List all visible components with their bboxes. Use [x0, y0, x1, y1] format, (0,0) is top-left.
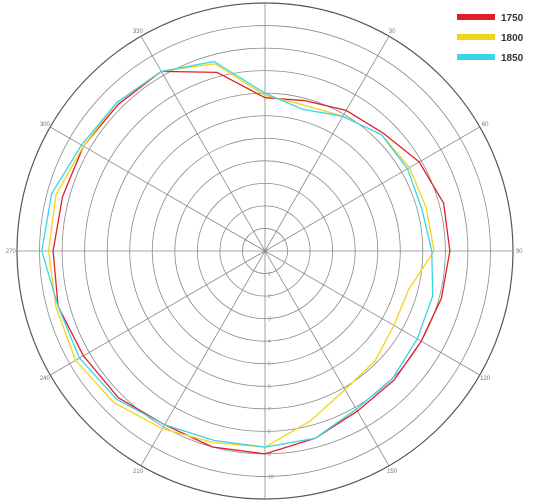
- angle-label-30: 30: [389, 29, 396, 35]
- radial-tick-labels: 1 2 3 4 5 6 7 8 9 10: [268, 272, 274, 481]
- radial-label-2: 2: [268, 294, 271, 300]
- angular-spokes: [17, 3, 513, 499]
- angle-label-300: 300: [40, 122, 51, 128]
- angle-label-90: 90: [516, 249, 523, 255]
- series-line-1750: [52, 70, 451, 455]
- radial-label-6: 6: [268, 384, 271, 390]
- spoke-330: [140, 36, 266, 252]
- series-line-1800: [47, 63, 435, 448]
- series-lines: [41, 60, 451, 455]
- spoke-60: [264, 126, 480, 252]
- angle-label-150: 150: [387, 469, 398, 475]
- angle-label-0: 0: [263, 0, 267, 1]
- legend-swatch-1800: [457, 34, 495, 40]
- spoke-150: [264, 250, 390, 466]
- angle-label-60: 60: [482, 122, 489, 128]
- angle-label-270: 270: [6, 249, 17, 255]
- radial-label-3: 3: [268, 317, 271, 323]
- legend-label-1850: 1850: [501, 53, 524, 64]
- spoke-120: [264, 250, 480, 376]
- series-line-1850: [41, 60, 434, 448]
- radial-label-5: 5: [268, 362, 271, 368]
- radial-label-4: 4: [268, 339, 271, 345]
- radial-label-10: 10: [268, 474, 274, 480]
- spoke-210: [140, 250, 266, 466]
- legend-swatch-1850: [457, 54, 495, 60]
- angle-label-120: 120: [480, 376, 491, 382]
- angular-tick-labels: 0306090120150180210240270300330: [6, 0, 523, 475]
- angle-label-240: 240: [40, 376, 51, 382]
- legend-label-1750: 1750: [501, 13, 524, 24]
- spoke-30: [264, 36, 390, 252]
- radial-label-7: 7: [268, 407, 271, 413]
- angle-label-330: 330: [133, 29, 144, 35]
- legend-swatch-1750: [457, 14, 495, 20]
- legend: 1750 1800 1850: [457, 13, 524, 64]
- angle-label-210: 210: [133, 469, 144, 475]
- radial-label-8: 8: [268, 429, 271, 435]
- spoke-300: [50, 126, 266, 252]
- radial-label-1: 1: [268, 272, 271, 278]
- legend-label-1800: 1800: [501, 33, 524, 44]
- radial-label-9: 9: [268, 452, 271, 458]
- spoke-240: [50, 250, 266, 376]
